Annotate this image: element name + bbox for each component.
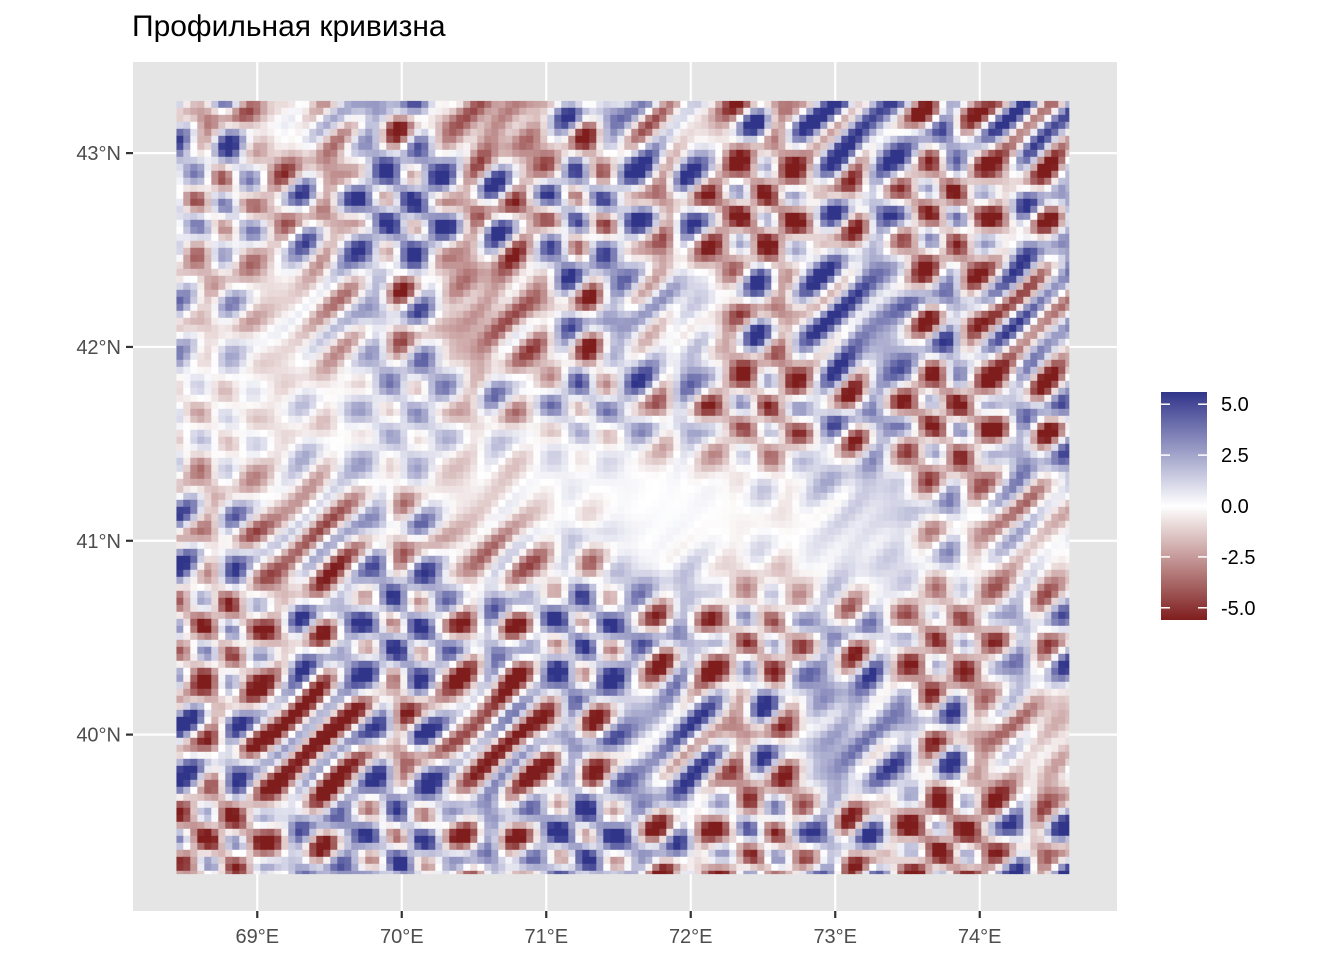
map-title: Профильная кривизна [132, 10, 446, 43]
y-tick-label: 41°N [76, 531, 121, 553]
x-tick-label: 70°E [380, 926, 424, 948]
y-tick-label: 40°N [76, 725, 121, 747]
legend-tick-label: 2.5 [1221, 445, 1249, 467]
axes: 69°E 70°E 71°E 72°E 73°E 74°E 40°N 41°N 42°N 43°N [76, 143, 1001, 948]
curvature-raster [176, 100, 1070, 875]
legend-tick-label: 0.0 [1221, 496, 1249, 518]
x-tick-label: 72°E [669, 926, 713, 948]
y-tick-label: 42°N [76, 337, 121, 359]
x-tick-label: 71°E [524, 926, 568, 948]
x-tick-label: 74°E [958, 926, 1002, 948]
legend-tick-label: -5.0 [1221, 598, 1255, 620]
x-tick-label: 73°E [813, 926, 857, 948]
legend-tick-label: 5.0 [1221, 394, 1249, 416]
legend: 5.0 2.5 0.0 -2.5 -5.0 [1161, 392, 1255, 620]
x-tick-label: 69°E [235, 926, 279, 948]
y-tick-label: 43°N [76, 143, 121, 165]
legend-tick-label: -2.5 [1221, 547, 1255, 569]
